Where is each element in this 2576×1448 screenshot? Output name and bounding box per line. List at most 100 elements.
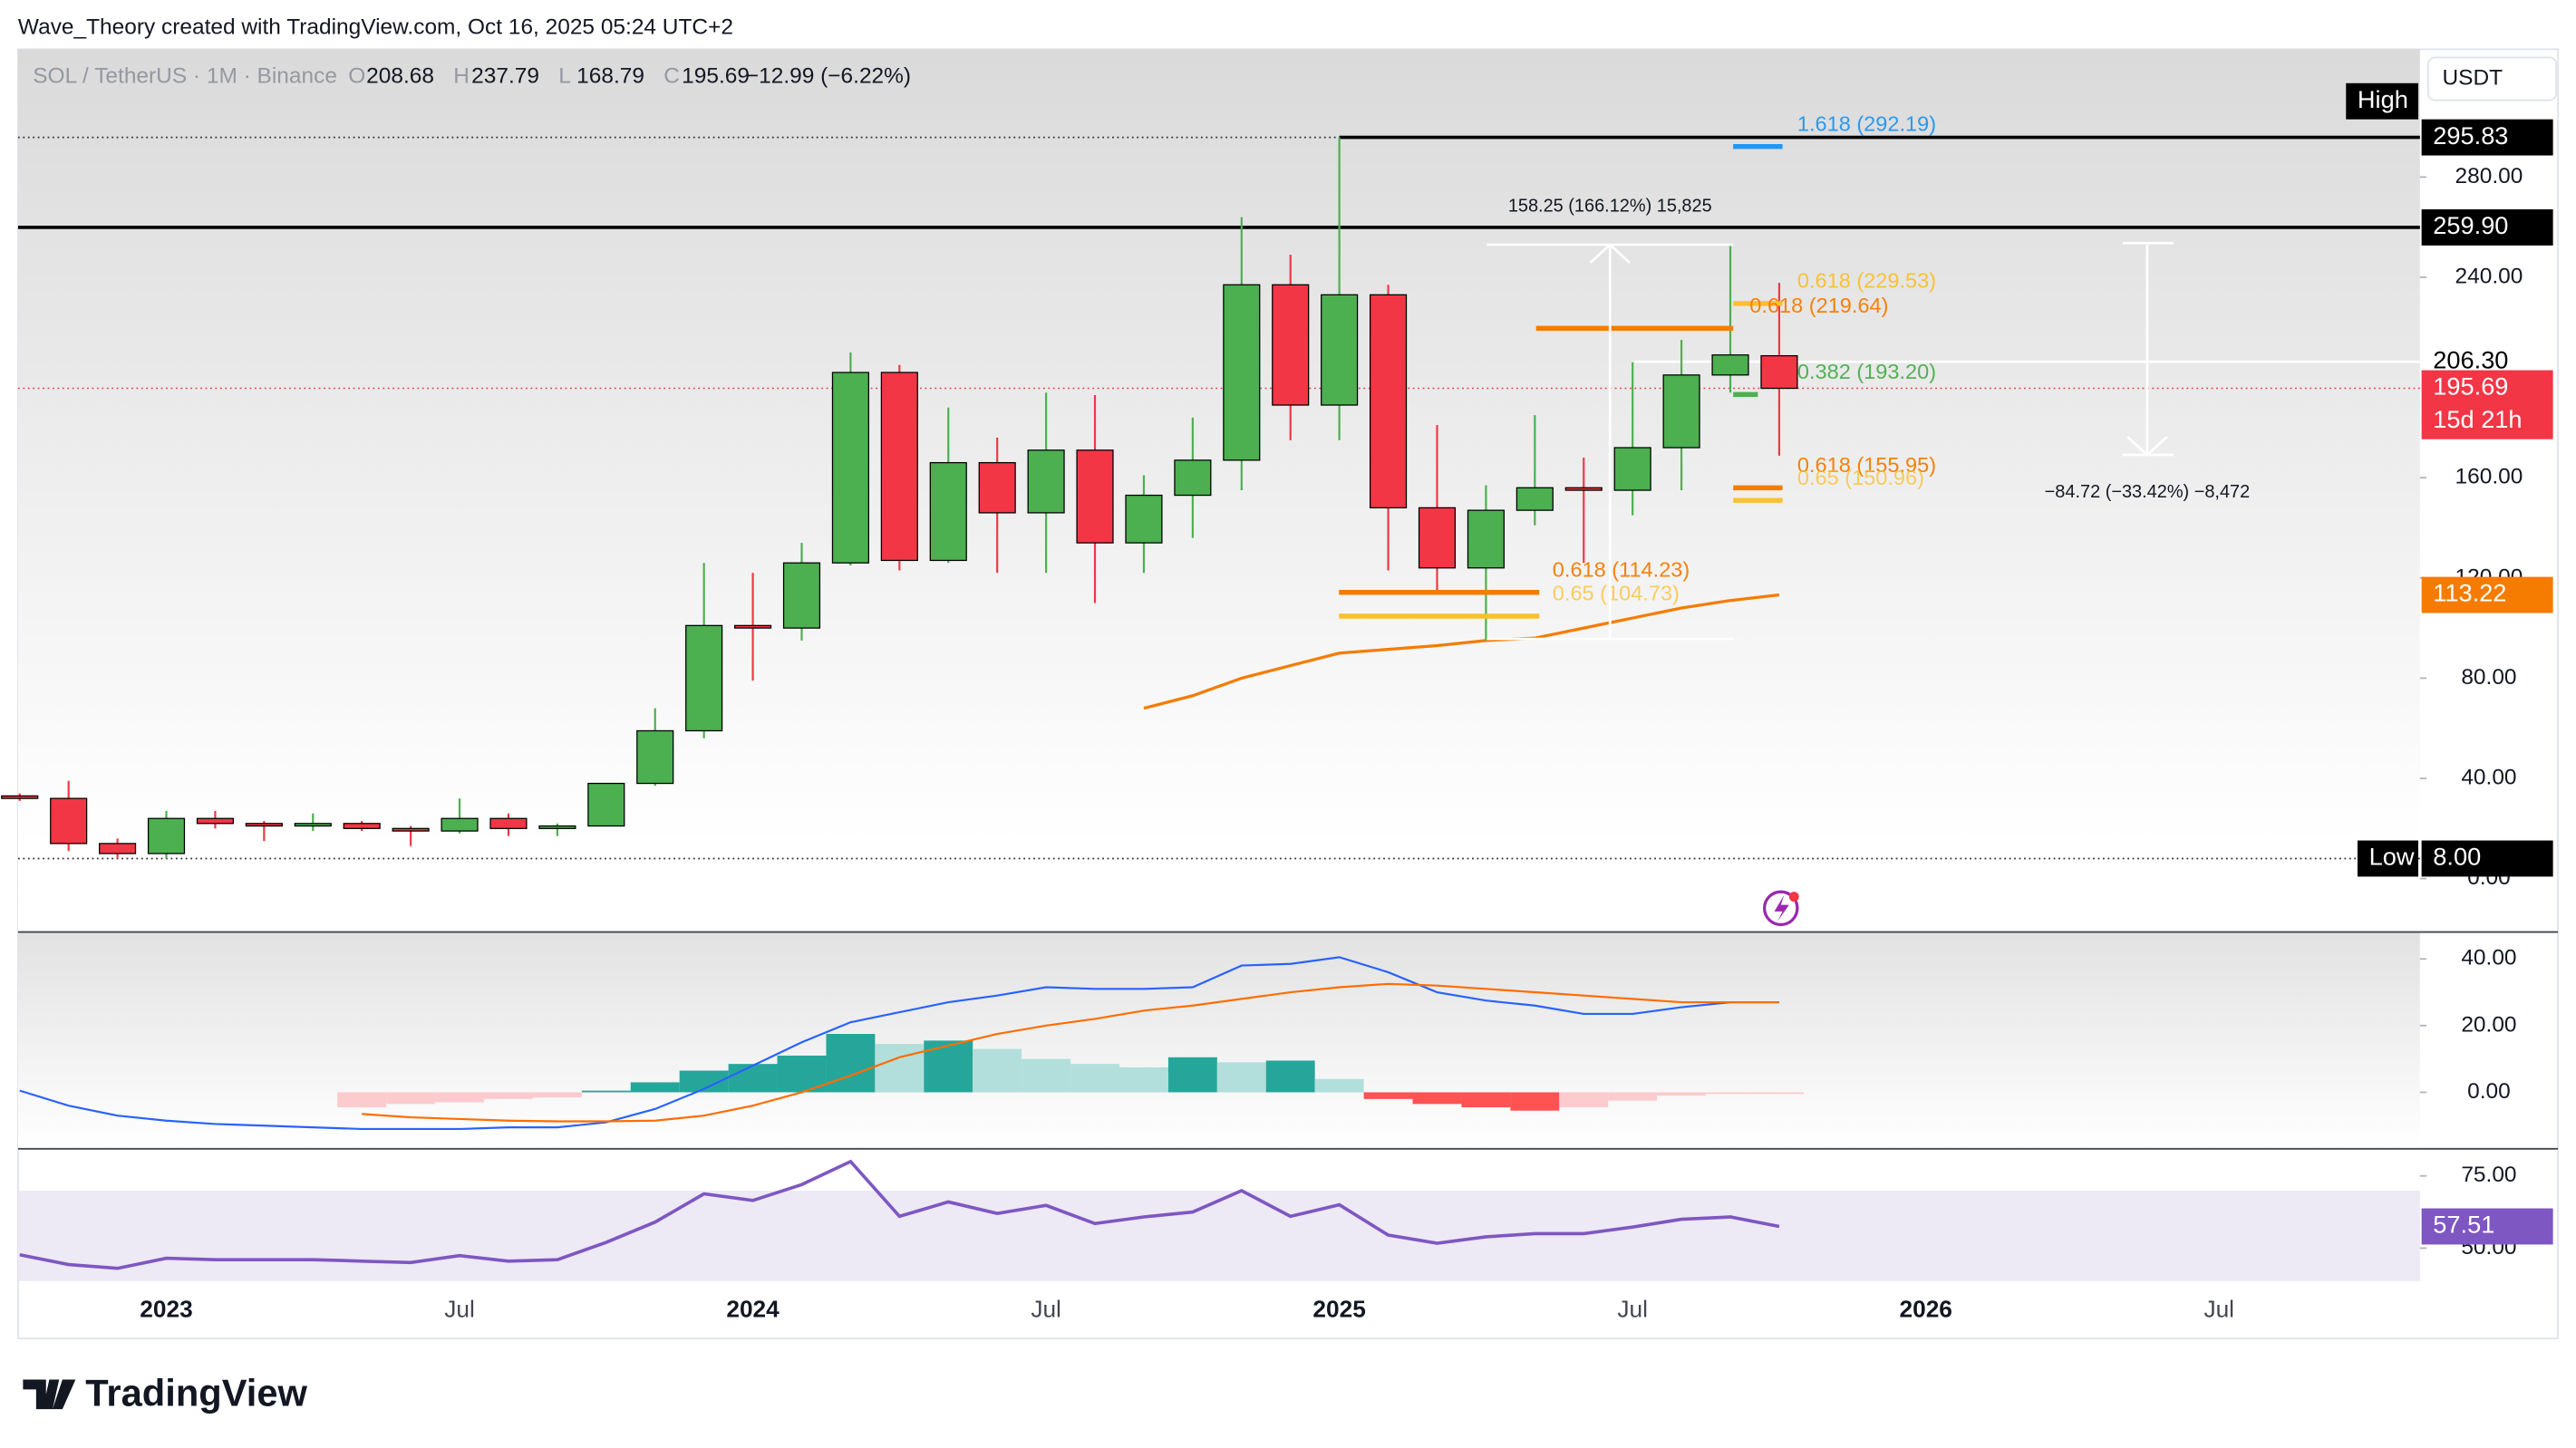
macd-histogram-bar xyxy=(1657,1092,1707,1096)
legend-key: C xyxy=(663,64,680,89)
y-tick-label: 20.00 xyxy=(2461,1012,2516,1037)
macd-histogram-bar xyxy=(1022,1058,1071,1093)
legend-change: −12.99 (−6.22%) xyxy=(746,64,911,89)
macd-pane xyxy=(17,932,2420,1148)
signal-line xyxy=(362,982,1779,1123)
legend-key: H xyxy=(453,64,470,89)
macd-histogram-bar xyxy=(386,1092,436,1105)
rsi-line xyxy=(19,1159,1780,1270)
macd-histogram-bar xyxy=(826,1034,876,1093)
x-tick-label: 2024 xyxy=(726,1295,780,1322)
macd-histogram-bar xyxy=(1412,1092,1462,1105)
candle-body xyxy=(343,823,381,829)
measure-tool xyxy=(1487,241,2174,641)
candle-body xyxy=(685,624,723,732)
candle-body xyxy=(1223,284,1261,461)
candle-body xyxy=(880,372,918,562)
badge-tag-bg xyxy=(2357,840,2418,877)
ema-badge: 113.22 xyxy=(2433,579,2506,607)
rsi-badge-bg xyxy=(2421,1208,2553,1245)
logo xyxy=(23,1379,76,1410)
badge-tag-bg xyxy=(2346,82,2418,120)
last-price-badge-bg xyxy=(2421,370,2553,439)
badge-tag: Low xyxy=(2369,843,2415,871)
macd-histogram-bar xyxy=(1510,1092,1560,1111)
candle-body xyxy=(782,562,821,629)
price-badge: 259.90 xyxy=(2433,211,2508,239)
candle-body xyxy=(734,624,772,629)
candle-body xyxy=(196,817,235,825)
legend-key: L xyxy=(558,64,571,89)
candle-body xyxy=(50,797,88,845)
macd-line xyxy=(19,956,1779,1131)
macd-histogram-bar xyxy=(337,1092,387,1108)
candle-body xyxy=(636,729,674,785)
fib-label: 0.618 (229.53) xyxy=(1797,269,1936,293)
ema-badge-bg xyxy=(2421,576,2553,613)
legend-value: 208.68 xyxy=(366,64,434,89)
price-badge-bg xyxy=(2421,209,2553,246)
y-tick-label: 280.00 xyxy=(2455,164,2523,188)
countdown: 15d 21h xyxy=(2433,405,2522,433)
candle-body xyxy=(1613,447,1651,491)
price-badge: 8.00 xyxy=(2433,843,2481,871)
candle-body xyxy=(1564,487,1603,491)
fib-label: 0.65 (150.96) xyxy=(1797,466,1924,489)
x-tick-label: 2023 xyxy=(140,1295,192,1322)
fib-label: 0.618 (114.23) xyxy=(1553,557,1690,581)
symbol: SOL / TetherUS · 1M · Binance xyxy=(33,64,337,89)
high-badge-bg xyxy=(2421,119,2553,156)
legend-key: O xyxy=(348,64,365,89)
currency[interactable]: USDT xyxy=(2443,65,2503,90)
candle-body xyxy=(1321,294,1359,406)
candle-body xyxy=(489,817,528,829)
header: Wave_Theory created with TradingView.com… xyxy=(18,14,733,39)
price-badge: 206.30 xyxy=(2433,345,2508,373)
legend-value: 195.69 xyxy=(682,64,750,89)
x-tick-label: Jul xyxy=(444,1295,475,1322)
fib-label: 0.65 (104.73) xyxy=(1553,582,1680,605)
legend-value: 168.79 xyxy=(576,64,644,89)
high-badge: 295.83 xyxy=(2433,121,2508,150)
x-tick-label: Jul xyxy=(2203,1295,2234,1322)
fib-label: 0.618 (155.95) xyxy=(1797,453,1936,477)
candle-body xyxy=(1027,449,1065,514)
candle-body xyxy=(1272,284,1310,406)
macd-histogram-bar xyxy=(532,1092,582,1097)
x-tick-label: Jul xyxy=(1617,1295,1648,1322)
y-tick-label: 40.00 xyxy=(2461,946,2516,970)
candle-body xyxy=(1418,507,1457,569)
y-tick-label: 240.00 xyxy=(2455,264,2523,288)
x-tick-label: 2026 xyxy=(1899,1295,1951,1322)
fib-label: 0.382 (193.20) xyxy=(1797,360,1936,383)
fib-label: 0.618 (219.64) xyxy=(1749,294,1888,317)
x-tick-label: 2025 xyxy=(1312,1295,1365,1322)
macd-histogram-bar xyxy=(1119,1067,1168,1093)
measure-label: 158.25 (166.12%) 15,825 xyxy=(1508,197,1712,217)
macd-histogram-bar xyxy=(1608,1092,1658,1101)
macd-histogram-bar xyxy=(1754,1092,1804,1095)
y-tick-label: 160.00 xyxy=(2455,465,2523,489)
macd-histogram-bar xyxy=(484,1092,533,1099)
currency-button[interactable] xyxy=(2426,56,2558,101)
candle-body xyxy=(1076,449,1114,544)
macd-histogram-bar xyxy=(1265,1060,1315,1093)
macd-histogram-bar xyxy=(1314,1078,1364,1093)
macd-histogram-bar xyxy=(1363,1092,1413,1099)
main-pane xyxy=(17,49,2420,932)
ohlc-legend: O 208.68 H 237.79 L 168.79 C 195.69−12.99 (−6.2… xyxy=(348,64,911,89)
candle-body xyxy=(831,372,869,564)
candle-body xyxy=(929,461,967,562)
ema-line xyxy=(1143,593,1780,710)
badge-tag: High xyxy=(2358,85,2408,113)
y-tick-label: 40.00 xyxy=(2461,765,2516,789)
candle-body xyxy=(441,817,479,832)
candle-body xyxy=(1369,294,1408,509)
y-tick-label: 80.00 xyxy=(2461,665,2516,690)
marks: 0.0040.0080.00120.00160.00240.00280.000.… xyxy=(1,82,2553,1322)
candle-body xyxy=(245,823,283,827)
fib-label: 1.618 (292.19) xyxy=(1797,111,1936,135)
candle-body xyxy=(538,825,576,829)
